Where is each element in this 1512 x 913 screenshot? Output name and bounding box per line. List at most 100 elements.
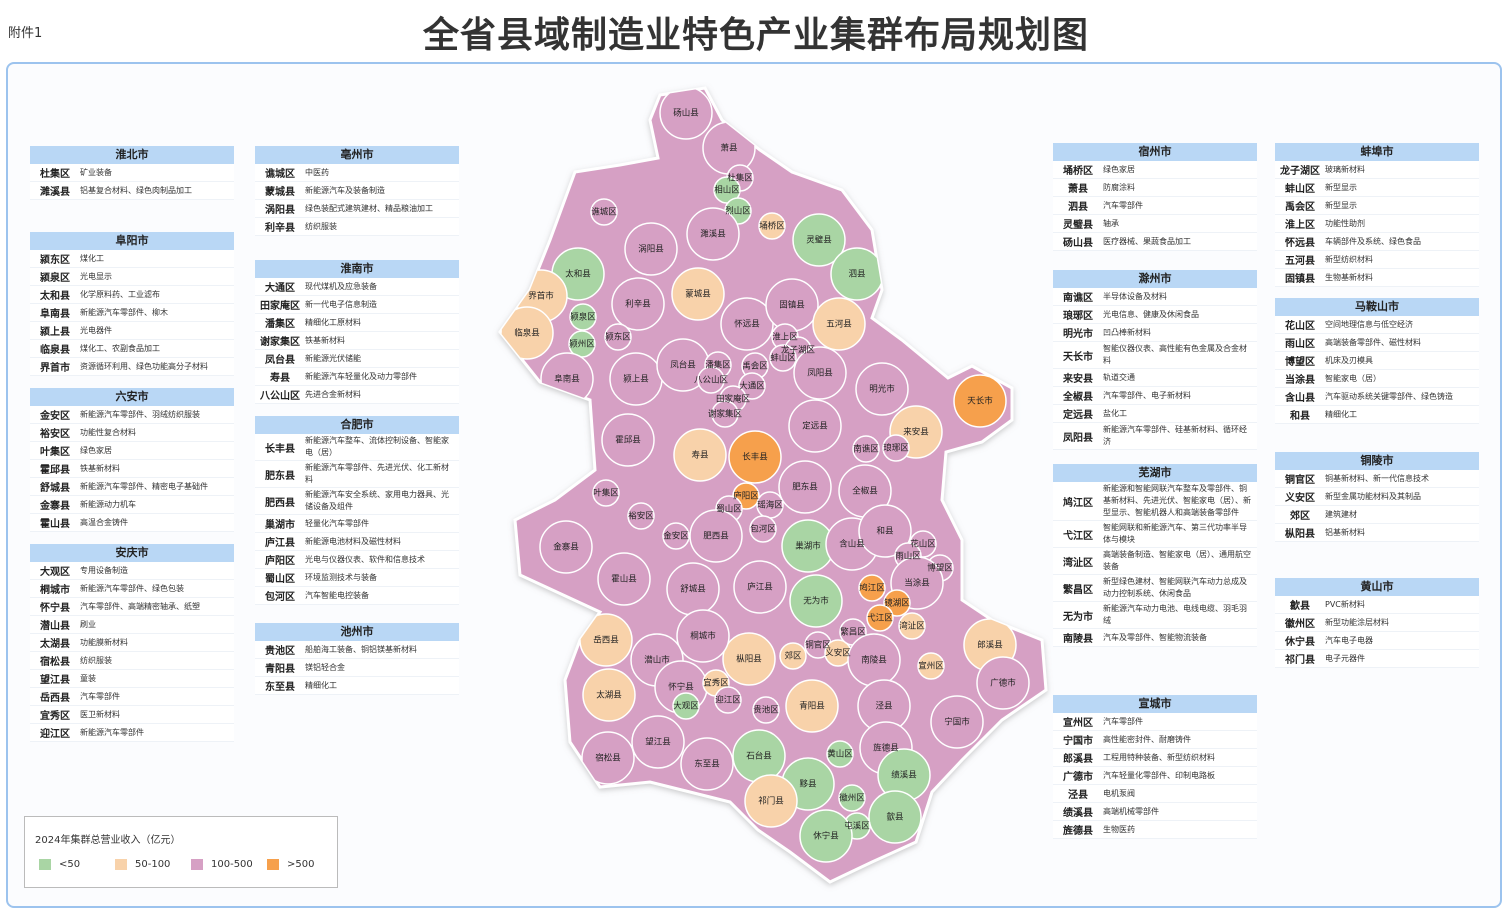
- county-label: 雨山区: [895, 551, 921, 562]
- county-label: 杜集区: [727, 173, 753, 184]
- industry-text: 生物基新材料: [1325, 272, 1373, 282]
- county-label: 南陵县: [861, 655, 887, 666]
- industry-text: 新一代电子信息制造: [305, 299, 377, 309]
- county-label: 大通区: [739, 381, 765, 392]
- county-name: 东至县: [265, 682, 295, 693]
- county-name: 肥西县: [265, 497, 295, 509]
- cluster-row: 淮上区 功能性助剂: [1275, 215, 1479, 233]
- city-name: 蚌埠市: [1275, 143, 1479, 161]
- city-name: 宣城市: [1053, 695, 1257, 713]
- county-label: 砀山县: [673, 108, 699, 119]
- county-area: [601, 413, 655, 467]
- county-name: 琅琊区: [1063, 311, 1093, 322]
- county-name: 宣州区: [1063, 718, 1093, 729]
- county-name: 濉溪县: [40, 187, 70, 198]
- cluster-row: 灵璧县 轴承: [1053, 215, 1257, 233]
- industry-text: 煤化工、农副食品加工: [80, 343, 160, 353]
- city-name: 滁州市: [1053, 270, 1257, 288]
- cluster-row: 霍邱县 铁基新材料: [30, 460, 234, 478]
- industry-text: 铜基新材料、新一代信息技术: [1325, 473, 1429, 483]
- industry-text: 电机泵阀: [1103, 788, 1135, 798]
- industry-text: 新能源和智能网联汽车整车及零部件、铜基新材料、先进光伏、智能家电（居）、新型显示…: [1103, 484, 1251, 517]
- county-name: 淮上区: [1285, 220, 1315, 231]
- county-label: 来安县: [903, 427, 929, 438]
- city-name: 安庆市: [30, 544, 234, 562]
- industry-text: 汽车零部件、电子新材料: [1103, 390, 1191, 400]
- cluster-row: 萧县 防腐涂料: [1053, 179, 1257, 197]
- legend-label: 50-100: [135, 859, 171, 870]
- county-label: 颍州区: [569, 340, 595, 350]
- industry-text: 纺织服装: [80, 655, 112, 665]
- county-area: [799, 809, 853, 863]
- county-name: 金安区: [40, 411, 70, 422]
- cluster-row: 太湖县 功能膜新材料: [30, 634, 234, 652]
- county-name: 八公山区: [260, 391, 300, 402]
- industry-text: 汽车零部件、高端精密轴承、纸塑: [80, 601, 200, 611]
- industry-text: 光电显示: [80, 271, 112, 281]
- industry-text: 精细化工原材料: [305, 317, 361, 327]
- city-name: 阜阳市: [30, 232, 234, 250]
- city-name: 六安市: [30, 388, 234, 406]
- county-label: 天长市: [967, 396, 993, 407]
- county-area: [631, 715, 685, 769]
- legend-item: <50: [39, 859, 80, 870]
- cluster-row: 蜀山区 环境监测技术与装备: [255, 569, 459, 587]
- county-label: 潜山市: [644, 655, 670, 666]
- county-name: 临泉县: [40, 345, 70, 356]
- county-area: [752, 696, 780, 724]
- county-label: 黄山区: [827, 749, 853, 760]
- county-label: 徽州区: [839, 793, 865, 804]
- county-label: 霍山县: [611, 574, 637, 585]
- cluster-row: 临泉县 煤化工、农副食品加工: [30, 340, 234, 358]
- county-label: 桐城市: [690, 631, 716, 642]
- county-area: [758, 212, 786, 240]
- county-name: 宿松县: [40, 657, 70, 668]
- county-area: [882, 434, 910, 462]
- county-label: 涡阳县: [638, 244, 664, 255]
- cluster-row: 怀宁县 汽车零部件、高端精密轴承、纸塑: [30, 598, 234, 616]
- cluster-row: 繁昌区 新型绿色建材、智能网联汽车动力总成及动力控制系统、休闲食品: [1053, 575, 1257, 602]
- city-panel: 黄山市 歙县 PVC新材料 徽州区 新型功能涂层材料 休宁县 汽车电子电器 祁门县 电子元器件: [1275, 578, 1479, 668]
- county-label: 黟县: [799, 779, 817, 790]
- industry-text: 化学原料药、工业滤布: [80, 289, 160, 299]
- industry-text: 高温合金铸件: [80, 517, 128, 527]
- county-name: 怀宁县: [40, 603, 70, 614]
- cluster-row: 庐阳区 光电与仪器仪表、软件和信息技术: [255, 551, 459, 569]
- county-label: 肥东县: [792, 482, 818, 493]
- county-label: 岳西县: [593, 635, 619, 646]
- industry-text: 功能性助剂: [1325, 218, 1365, 228]
- county-label: 休宁县: [813, 831, 839, 842]
- county-name: 桐城市: [40, 585, 70, 596]
- county-label: 凤台县: [670, 360, 696, 371]
- county-label: 望江县: [645, 737, 671, 748]
- county-name: 蚌山区: [1285, 184, 1315, 195]
- industry-text: 智能仪器仪表、高性能有色金属及合金材料: [1103, 344, 1247, 365]
- county-name: 庐江县: [265, 538, 295, 549]
- cluster-row: 五河县 新型纺织材料: [1275, 251, 1479, 269]
- cluster-row: 寿县 新能源汽车轻量化及动力零部件: [255, 368, 459, 386]
- county-name: 铜官区: [1285, 475, 1315, 486]
- county-area: [785, 679, 839, 733]
- industry-text: 绿色家居: [80, 445, 112, 455]
- county-name: 谢家集区: [260, 337, 300, 348]
- county-label: 利辛县: [625, 299, 651, 310]
- city-name: 铜陵市: [1275, 452, 1479, 470]
- cluster-row: 义安区 新型金属功能材料及其制品: [1275, 488, 1479, 506]
- industry-text: 煤化工: [80, 253, 104, 263]
- legend-item: 50-100: [115, 859, 170, 870]
- county-name: 花山区: [1285, 321, 1315, 332]
- industry-text: 高性能密封件、耐磨铸件: [1103, 734, 1191, 744]
- county-name: 迎江区: [40, 729, 70, 740]
- county-label: 巢湖市: [795, 541, 821, 552]
- county-area: [826, 740, 854, 768]
- cluster-row: 涡阳县 绿色装配式建筑建材、精品粮油加工: [255, 200, 459, 218]
- industry-text: 凹凸棒新材料: [1103, 327, 1151, 337]
- industry-text: 电子元器件: [1325, 653, 1365, 663]
- cluster-row: 叶集区 绿色家居: [30, 442, 234, 460]
- county-label: 歙县: [886, 812, 904, 823]
- industry-text: 半导体设备及材料: [1103, 291, 1167, 301]
- county-label: 颍上县: [623, 375, 649, 385]
- county-label: 旌德县: [873, 743, 899, 754]
- industry-text: 功能膜新材料: [80, 637, 128, 647]
